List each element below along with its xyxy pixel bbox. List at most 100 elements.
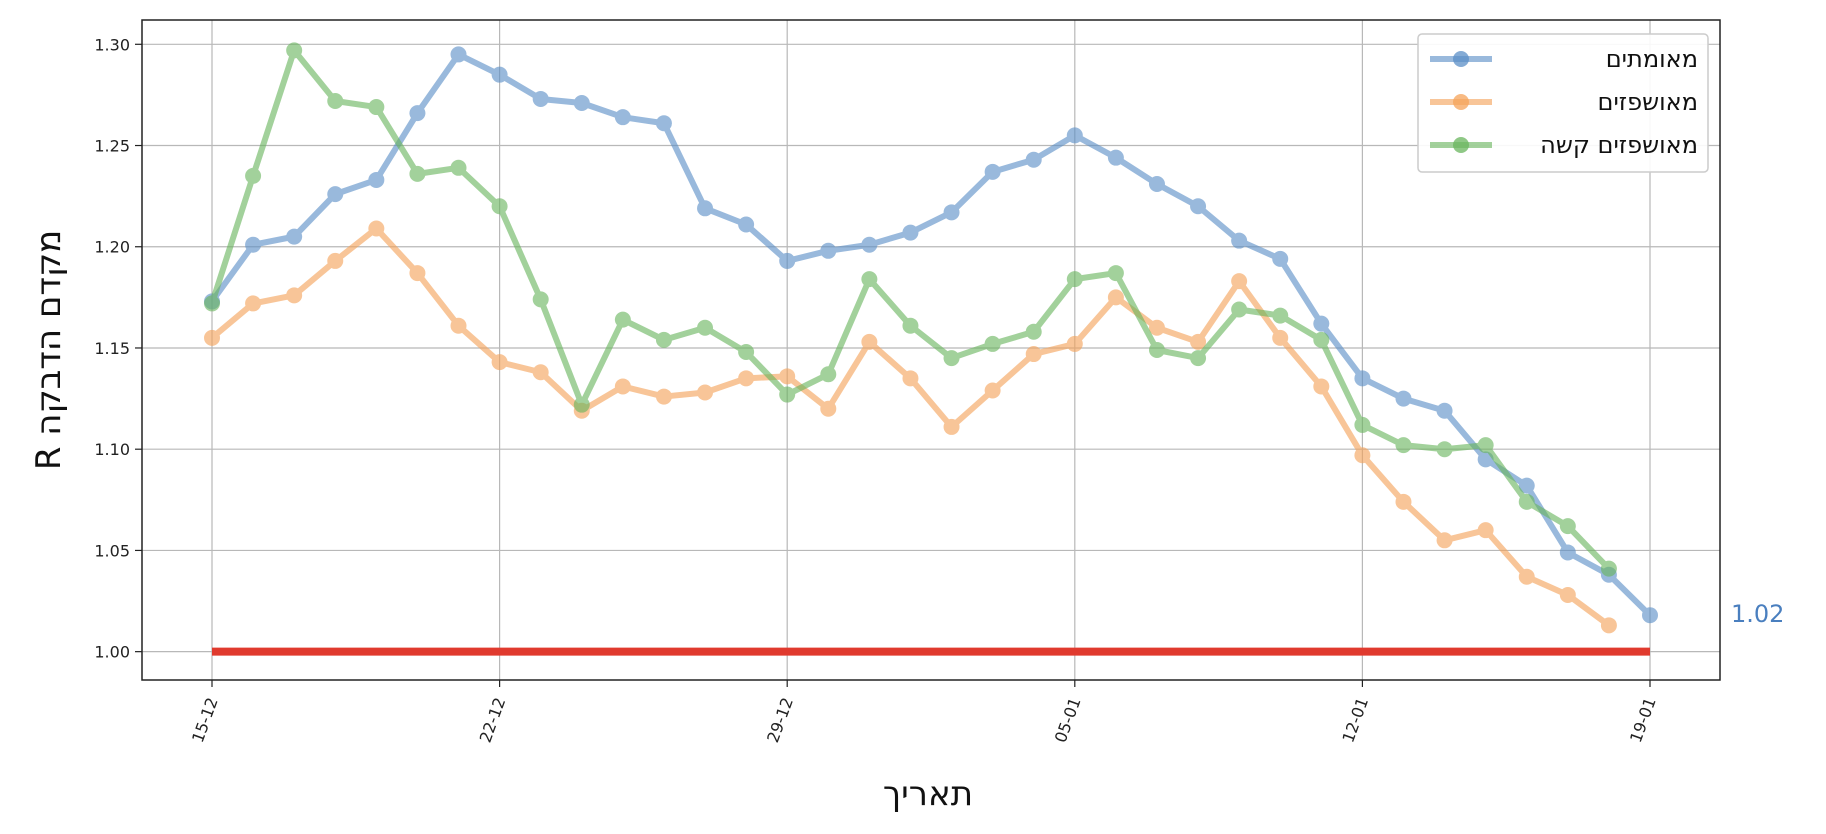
legend-swatch-marker	[1453, 94, 1469, 110]
y-tick-label: 1.05	[94, 541, 130, 560]
series-line	[209, 225, 1612, 629]
series-1	[204, 46, 1658, 624]
data-point	[1231, 301, 1248, 318]
series-3	[204, 42, 1617, 577]
y-tick-label: 1.30	[94, 35, 130, 54]
data-point	[1559, 586, 1576, 603]
series-layer	[204, 42, 1658, 634]
data-point	[943, 418, 960, 435]
data-point	[820, 242, 837, 259]
legend-label: מאומתים	[1606, 45, 1698, 73]
x-tick-label: 12-01	[1338, 695, 1372, 745]
data-point	[1272, 329, 1289, 346]
data-point	[984, 382, 1001, 399]
data-point	[245, 167, 262, 184]
data-point	[532, 364, 549, 381]
data-point	[204, 295, 220, 312]
data-point	[368, 171, 385, 188]
data-point	[1436, 532, 1453, 549]
data-point	[368, 99, 385, 116]
data-point	[697, 319, 714, 336]
data-point	[1395, 390, 1412, 407]
data-point	[450, 159, 467, 176]
series-line	[209, 47, 1612, 572]
data-point	[655, 388, 672, 405]
y-axis-title: R מקדם הדבקה	[29, 230, 69, 470]
data-point	[655, 115, 672, 132]
data-point	[450, 317, 467, 334]
data-point	[1518, 493, 1535, 510]
data-point	[697, 384, 714, 401]
data-point	[1436, 441, 1453, 458]
y-tick-label: 1.15	[94, 339, 130, 358]
data-point	[1395, 493, 1412, 510]
data-point	[1107, 149, 1124, 166]
data-point	[1148, 342, 1165, 358]
y-tick-label: 1.20	[94, 238, 130, 257]
data-point	[1066, 335, 1083, 352]
data-point	[820, 366, 837, 383]
data-point	[738, 370, 755, 387]
data-point	[1272, 250, 1289, 267]
data-point	[861, 333, 878, 350]
legend-entry: מאומתים	[1430, 45, 1698, 73]
data-point	[1354, 447, 1371, 464]
data-point	[368, 220, 385, 237]
data-point	[902, 370, 919, 387]
data-point	[1436, 402, 1453, 419]
data-point	[327, 252, 344, 269]
data-point	[861, 236, 878, 253]
data-point	[902, 224, 919, 241]
data-point	[861, 271, 878, 288]
data-point	[1066, 127, 1083, 144]
data-point	[1477, 522, 1494, 539]
plot-frame	[141, 19, 1721, 681]
data-point	[738, 216, 755, 233]
data-point	[943, 204, 960, 221]
data-point	[573, 396, 590, 413]
data-point	[984, 163, 1001, 180]
y-tick-label: 1.00	[94, 643, 130, 662]
data-point	[491, 354, 508, 371]
data-point	[902, 317, 919, 334]
data-point	[1313, 315, 1330, 332]
data-point	[1025, 346, 1042, 363]
data-point	[1559, 518, 1576, 535]
y-tick-label: 1.10	[94, 440, 130, 459]
data-point	[738, 344, 755, 361]
x-tick-label: 19-01	[1626, 695, 1660, 745]
data-point	[1190, 333, 1207, 350]
data-point	[409, 105, 426, 122]
legend: מאומתים מאושפזים מאושפזים קשה	[1417, 33, 1709, 173]
legend-box	[1417, 33, 1709, 173]
legend-entry: מאושפזים	[1430, 88, 1698, 116]
legend-swatch-marker	[1453, 51, 1469, 67]
data-point	[409, 265, 426, 282]
x-axis: 15-12 22-12 29-12 05-01 12-01 19-01	[188, 680, 1660, 745]
legend-label: מאושפזים	[1598, 88, 1698, 116]
data-point	[614, 109, 631, 126]
data-point	[532, 90, 549, 107]
data-point	[327, 186, 344, 203]
data-point	[1354, 416, 1371, 433]
data-point	[491, 66, 508, 83]
data-point	[1231, 232, 1248, 249]
data-point	[1395, 437, 1412, 454]
data-point	[1600, 560, 1617, 577]
data-point	[245, 295, 262, 312]
data-point	[1559, 544, 1576, 561]
legend-label: מאושפזים קשה	[1540, 131, 1698, 159]
data-point	[327, 92, 344, 109]
data-point	[655, 331, 672, 348]
data-point	[1642, 607, 1658, 624]
data-point	[614, 311, 631, 328]
data-point	[491, 198, 508, 215]
data-point	[1025, 323, 1042, 340]
x-axis-title: תאריך	[883, 774, 973, 814]
data-point	[450, 46, 467, 63]
data-point	[1477, 437, 1494, 454]
data-point	[1600, 617, 1617, 634]
x-tick-label: 22-12	[476, 695, 510, 745]
data-point	[286, 42, 303, 59]
data-point	[984, 335, 1001, 352]
